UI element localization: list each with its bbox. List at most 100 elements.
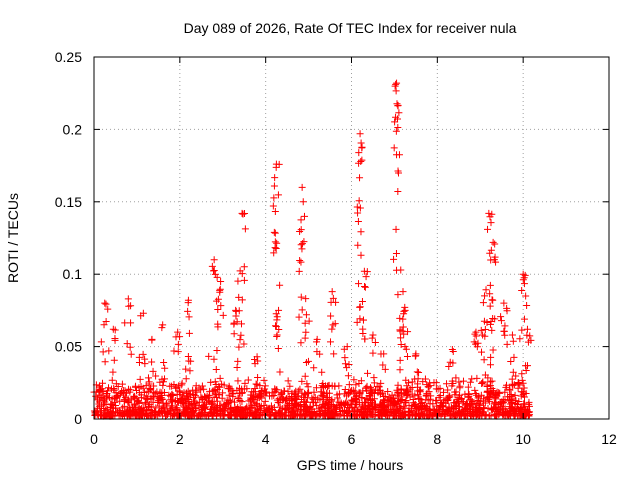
roti-point bbox=[458, 398, 466, 406]
roti-point bbox=[297, 293, 305, 301]
roti-point bbox=[255, 394, 263, 402]
roti-point bbox=[235, 343, 243, 351]
roti-point bbox=[485, 209, 493, 217]
roti-point bbox=[152, 372, 160, 380]
roti-point bbox=[176, 333, 184, 341]
roti-point bbox=[343, 392, 351, 400]
roti-point bbox=[112, 392, 120, 400]
roti-point bbox=[218, 394, 226, 402]
roti-point bbox=[159, 381, 167, 389]
roti-point bbox=[473, 374, 481, 382]
roti-point bbox=[490, 256, 498, 264]
roti-point bbox=[199, 402, 207, 410]
roti-point bbox=[122, 408, 130, 416]
roti-point bbox=[414, 375, 422, 383]
roti-point bbox=[429, 400, 437, 408]
roti-point bbox=[444, 386, 452, 394]
roti-point bbox=[362, 273, 370, 281]
roti-point bbox=[125, 399, 133, 407]
roti-point bbox=[489, 314, 497, 322]
roti-point bbox=[487, 353, 495, 361]
roti-point bbox=[98, 411, 106, 419]
x-tick-label: 2 bbox=[176, 431, 184, 447]
roti-point bbox=[212, 390, 220, 398]
roti-point bbox=[361, 282, 369, 290]
roti-point bbox=[501, 331, 509, 339]
roti-point bbox=[510, 353, 518, 361]
roti-point bbox=[442, 399, 450, 407]
roti-point bbox=[263, 388, 271, 396]
roti-point bbox=[210, 355, 218, 363]
roti-point bbox=[511, 399, 519, 407]
roti-point bbox=[519, 379, 527, 387]
roti-point bbox=[238, 398, 246, 406]
roti-point bbox=[401, 306, 409, 314]
roti-point bbox=[481, 325, 489, 333]
roti-point bbox=[483, 388, 491, 396]
roti-point bbox=[486, 361, 494, 369]
roti-point bbox=[476, 400, 484, 408]
roti-point bbox=[466, 396, 474, 404]
roti-point bbox=[331, 320, 339, 328]
roti-point bbox=[393, 386, 401, 394]
roti-point bbox=[326, 338, 334, 346]
roti-point bbox=[432, 385, 440, 393]
roti-point bbox=[489, 296, 497, 304]
roti-point bbox=[142, 382, 150, 390]
roti-point bbox=[273, 331, 281, 339]
roti-point bbox=[359, 412, 367, 420]
roti-point bbox=[135, 389, 143, 397]
roti-point bbox=[301, 372, 309, 380]
roti-point bbox=[239, 210, 247, 218]
roti-point bbox=[240, 276, 248, 284]
roti-point bbox=[304, 383, 312, 391]
roti-point bbox=[473, 404, 481, 412]
roti-point bbox=[350, 412, 358, 420]
roti-point bbox=[203, 399, 211, 407]
roti-point bbox=[482, 286, 490, 294]
roti-point bbox=[316, 350, 324, 358]
y-tick-label: 0.15 bbox=[55, 194, 82, 210]
roti-point bbox=[392, 127, 400, 135]
roti-point bbox=[310, 364, 318, 372]
roti-point bbox=[495, 411, 503, 419]
roti-point bbox=[216, 285, 224, 293]
roti-point bbox=[174, 340, 182, 348]
x-tick-label: 6 bbox=[348, 431, 356, 447]
roti-point bbox=[518, 388, 526, 396]
roti-point bbox=[466, 378, 474, 386]
roti-point bbox=[509, 382, 517, 390]
roti-point bbox=[216, 374, 224, 382]
roti-point bbox=[298, 245, 306, 253]
roti-point bbox=[490, 400, 498, 408]
roti-point bbox=[134, 406, 142, 414]
roti-point bbox=[211, 378, 219, 386]
roti-point bbox=[208, 262, 216, 270]
roti-point bbox=[182, 375, 190, 383]
roti-point bbox=[461, 390, 469, 398]
roti-point bbox=[525, 412, 533, 420]
roti-point bbox=[251, 360, 259, 368]
roti-point bbox=[234, 357, 242, 365]
roti-point bbox=[452, 403, 460, 411]
roti-point bbox=[518, 408, 526, 416]
roti-point bbox=[217, 277, 225, 285]
roti-point bbox=[487, 246, 495, 254]
roti-point bbox=[98, 394, 106, 402]
roti-point bbox=[426, 411, 434, 419]
roti-point bbox=[257, 387, 265, 395]
roti-point bbox=[404, 328, 412, 336]
roti-point bbox=[341, 354, 349, 362]
roti-point bbox=[302, 311, 310, 319]
roti-point bbox=[284, 402, 292, 410]
roti-point bbox=[238, 296, 246, 304]
roti-point bbox=[397, 334, 405, 342]
roti-point bbox=[273, 239, 281, 247]
roti-point bbox=[109, 368, 117, 376]
roti-point bbox=[393, 79, 401, 87]
roti-point bbox=[343, 364, 351, 372]
roti-point bbox=[523, 325, 531, 333]
roti-point bbox=[526, 332, 534, 340]
roti-point bbox=[414, 383, 422, 391]
